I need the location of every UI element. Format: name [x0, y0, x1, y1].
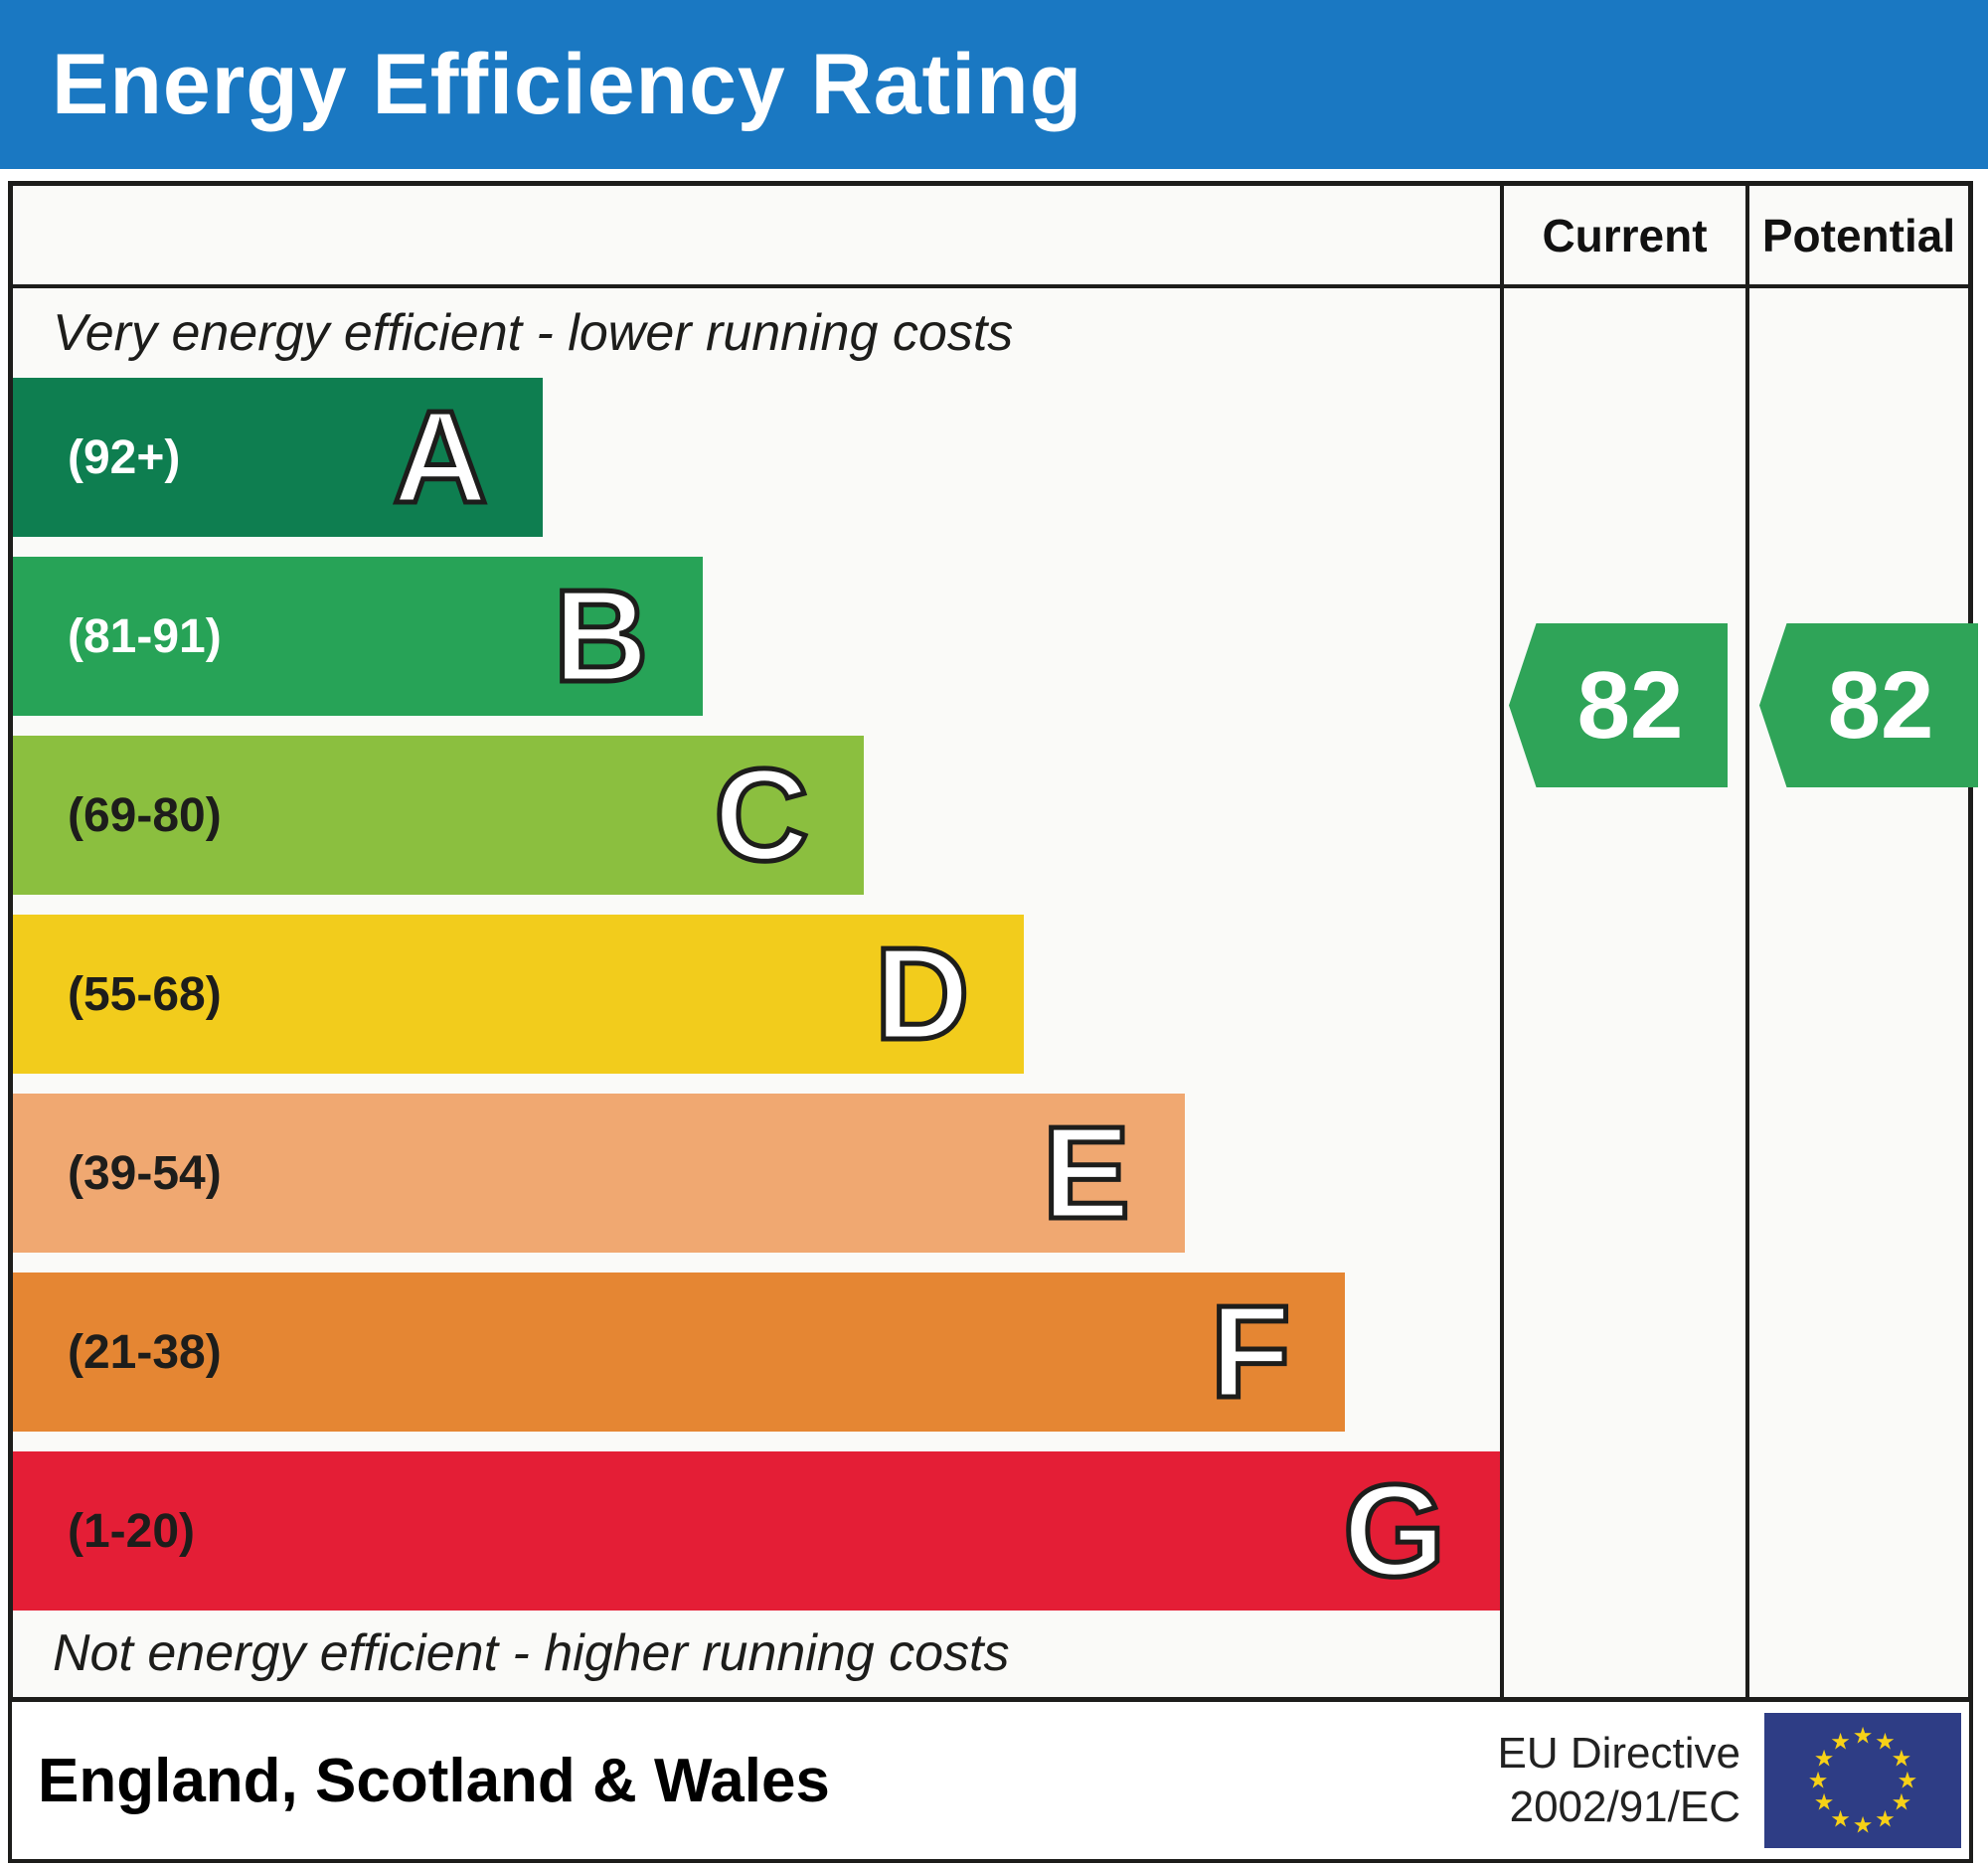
band-bar-E: (39-54) E — [13, 1094, 1185, 1253]
eu-star-icon: ★ — [1813, 1745, 1835, 1772]
band-bar-G: (1-20) G — [13, 1451, 1500, 1611]
band-row: (1-20) G — [13, 1451, 1500, 1611]
band-range-label: (81-91) — [68, 609, 222, 663]
band-range-label: (55-68) — [68, 967, 222, 1021]
band-letter: C — [712, 740, 811, 891]
chart-column-header-blank — [13, 186, 1500, 288]
rating-bands: (92+) A (81-91) B (69-80) C (55-68) D (3… — [13, 378, 1500, 1611]
eu-star-icon: ★ — [1852, 1722, 1874, 1749]
band-row: (81-91) B — [13, 557, 1500, 716]
band-bar-D: (55-68) D — [13, 915, 1025, 1074]
current-column: Current — [1500, 186, 1745, 1697]
band-letter: D — [872, 919, 971, 1070]
band-bar-F: (21-38) F — [13, 1273, 1346, 1432]
band-range-label: (39-54) — [68, 1146, 222, 1200]
band-letter: E — [1040, 1098, 1132, 1249]
band-row: (55-68) D — [13, 915, 1500, 1074]
bottom-note: Not energy efficient - higher running co… — [53, 1624, 1010, 1682]
eu-star-icon: ★ — [1813, 1788, 1835, 1815]
band-letter: B — [551, 561, 650, 712]
eu-star-icon: ★ — [1875, 1805, 1896, 1832]
current-rating-arrow: 82 — [1509, 623, 1728, 787]
eu-star-icon: ★ — [1891, 1745, 1912, 1772]
band-row: (92+) A — [13, 378, 1500, 537]
rating-table: Very energy efficient - lower running co… — [8, 181, 1978, 1702]
chart-column: Very energy efficient - lower running co… — [13, 186, 1500, 1697]
eu-star-icon: ★ — [1897, 1767, 1918, 1793]
eu-star-icon: ★ — [1852, 1811, 1874, 1838]
eu-directive-line1: EU Directive — [1497, 1729, 1741, 1779]
band-letter: A — [391, 382, 490, 533]
band-bar-B: (81-91) B — [13, 557, 704, 716]
band-row: (39-54) E — [13, 1094, 1500, 1253]
band-letter: G — [1341, 1455, 1448, 1607]
eu-star-icon: ★ — [1875, 1728, 1896, 1755]
potential-rating-arrow: 82 — [1759, 623, 1978, 787]
potential-rating-value: 82 — [1827, 651, 1934, 759]
eu-star-icon: ★ — [1807, 1767, 1829, 1793]
potential-column-header: Potential — [1749, 186, 1968, 288]
page-title: Energy Efficiency Rating — [52, 36, 1083, 132]
current-column-header: Current — [1504, 186, 1745, 288]
title-bar: Energy Efficiency Rating — [0, 0, 1988, 169]
band-range-label: (69-80) — [68, 788, 222, 842]
band-range-label: (21-38) — [68, 1325, 222, 1379]
eu-star-icon: ★ — [1891, 1788, 1912, 1815]
band-row: (69-80) C — [13, 736, 1500, 895]
current-rating-value: 82 — [1576, 651, 1684, 759]
eu-flag: ★ ★ ★ ★ ★ ★ ★ ★ ★ ★ ★ ★ — [1764, 1713, 1961, 1848]
band-range-label: (1-20) — [68, 1504, 196, 1558]
eu-directive-label: EU Directive 2002/91/EC — [1498, 1727, 1741, 1833]
eu-star-icon: ★ — [1830, 1805, 1851, 1832]
band-letter: F — [1208, 1276, 1293, 1428]
band-bar-C: (69-80) C — [13, 736, 864, 895]
band-range-label: (92+) — [68, 430, 181, 484]
eu-directive-line2: 2002/91/EC — [1509, 1782, 1740, 1831]
eu-star-icon: ★ — [1830, 1728, 1851, 1755]
region-label: England, Scotland & Wales — [38, 1746, 830, 1815]
potential-column: Potential — [1745, 186, 1968, 1697]
band-row: (21-38) F — [13, 1273, 1500, 1432]
band-bar-A: (92+) A — [13, 378, 543, 537]
footer: England, Scotland & Wales EU Directive 2… — [8, 1702, 1973, 1863]
top-note: Very energy efficient - lower running co… — [53, 304, 1014, 362]
